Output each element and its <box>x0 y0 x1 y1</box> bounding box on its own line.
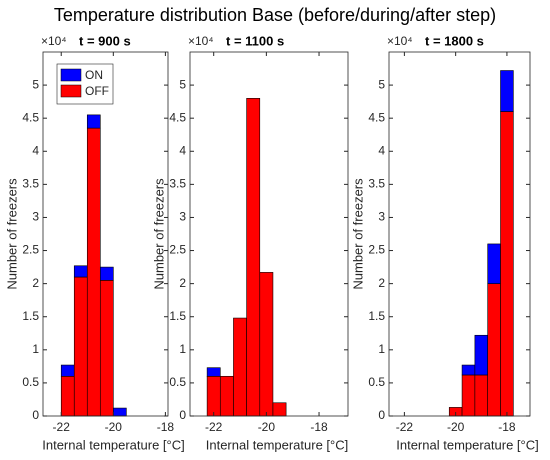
legend-label: OFF <box>85 84 109 98</box>
y-tick-label: 1 <box>179 342 186 356</box>
bar <box>60 364 75 377</box>
y-tick-label: 1.5 <box>169 309 186 323</box>
y-tick-label: 4 <box>179 143 186 157</box>
figure-title: Temperature distribution Base (before/du… <box>54 5 496 25</box>
bar <box>461 364 476 376</box>
bar <box>86 127 101 417</box>
bar <box>259 272 274 417</box>
y-tick-label: 5 <box>179 77 186 91</box>
y-tick-label: 0 <box>179 408 186 422</box>
y-tick-label: 4.5 <box>368 110 385 124</box>
y-tick-label: 2.5 <box>169 243 186 257</box>
x-tick-label: -18 <box>498 420 516 434</box>
bar <box>487 243 501 284</box>
panel: 0 0.5 1 1.5 2 2.5 3 3.5 4 4.5 5 -22 -20 -18 ×10⁴ t = 90… <box>4 33 184 452</box>
y-multiplier: ×10⁴ <box>41 34 67 48</box>
x-tick-label: -20 <box>447 420 465 434</box>
legend-swatch <box>60 84 82 98</box>
bar <box>113 407 127 417</box>
bar <box>474 374 488 417</box>
axes-box <box>42 51 169 417</box>
x-tick-label: -22 <box>53 420 71 434</box>
x-axis-label: Internal temperature [°C] <box>206 437 349 452</box>
y-tick-label: 1.5 <box>368 309 385 323</box>
y-tick-label: 4 <box>32 143 39 157</box>
y-tick-label: 3 <box>32 210 39 224</box>
x-tick-label: -18 <box>157 420 175 434</box>
y-tick-label: 3.5 <box>368 177 385 191</box>
x-tick-label: -20 <box>105 420 123 434</box>
x-tick-label: -22 <box>396 420 414 434</box>
axes-box <box>189 51 349 417</box>
y-axis-label: Number of freezers <box>4 178 19 290</box>
bar <box>99 266 114 281</box>
bar <box>272 402 287 417</box>
bar <box>99 280 114 417</box>
bar <box>461 374 476 417</box>
y-tick-label: 3 <box>179 210 186 224</box>
bar <box>500 70 514 112</box>
bar <box>86 114 101 129</box>
bar <box>500 111 514 417</box>
x-axis-label: Internal temperature [°C] <box>396 437 539 452</box>
x-axis-label: Internal temperature [°C] <box>42 437 185 452</box>
y-axis-label: Number of freezers <box>151 178 166 290</box>
y-tick-label: 0.5 <box>169 375 186 389</box>
y-tick-label: 2.5 <box>22 243 39 257</box>
y-tick-label: 2.5 <box>368 243 385 257</box>
y-tick-label: 5 <box>32 77 39 91</box>
bar <box>73 276 88 417</box>
y-axis-label: Number of freezers <box>350 178 365 290</box>
bar <box>73 265 88 278</box>
panel-title: t = 1800 s <box>425 33 484 48</box>
y-multiplier: ×10⁴ <box>387 34 413 48</box>
bar <box>246 98 261 417</box>
y-tick-label: 5 <box>378 77 385 91</box>
bar <box>60 375 75 417</box>
y-tick-label: 3 <box>378 210 385 224</box>
y-tick-label: 0.5 <box>368 375 385 389</box>
y-tick-label: 4.5 <box>22 110 39 124</box>
panel: 0 0.5 1 1.5 2 2.5 3 3.5 4 4.5 5 -22 -20 -18 ×10⁴ t = 11… <box>151 33 349 452</box>
y-tick-label: 4 <box>378 143 385 157</box>
x-tick-label: -22 <box>205 420 223 434</box>
y-tick-label: 4.5 <box>169 110 186 124</box>
bar <box>219 375 234 417</box>
y-tick-label: 2 <box>179 276 186 290</box>
legend-swatch <box>60 68 82 82</box>
y-tick-label: 0 <box>378 408 385 422</box>
x-tick-label: -18 <box>310 420 328 434</box>
bar <box>233 317 247 417</box>
y-tick-label: 3.5 <box>22 177 39 191</box>
y-tick-label: 2 <box>378 276 385 290</box>
bar <box>206 375 221 417</box>
legend-label: ON <box>85 68 103 82</box>
bar <box>474 334 488 376</box>
bar <box>206 367 221 377</box>
y-tick-label: 0 <box>32 408 39 422</box>
panel-title: t = 900 s <box>79 33 131 48</box>
y-tick-label: 1.5 <box>22 309 39 323</box>
y-multiplier: ×10⁴ <box>188 34 214 48</box>
y-tick-label: 2 <box>32 276 39 290</box>
y-tick-label: 0.5 <box>22 375 39 389</box>
panel: 0 0.5 1 1.5 2 2.5 3 3.5 4 4.5 5 -22 -20 -18 ×10⁴ t = 18… <box>350 33 538 452</box>
axes-box <box>388 51 531 417</box>
y-tick-label: 3.5 <box>169 177 186 191</box>
x-tick-label: -20 <box>258 420 276 434</box>
y-tick-label: 1 <box>378 342 385 356</box>
y-tick-label: 1 <box>32 342 39 356</box>
bar <box>487 283 501 417</box>
panel-title: t = 1100 s <box>226 33 284 48</box>
